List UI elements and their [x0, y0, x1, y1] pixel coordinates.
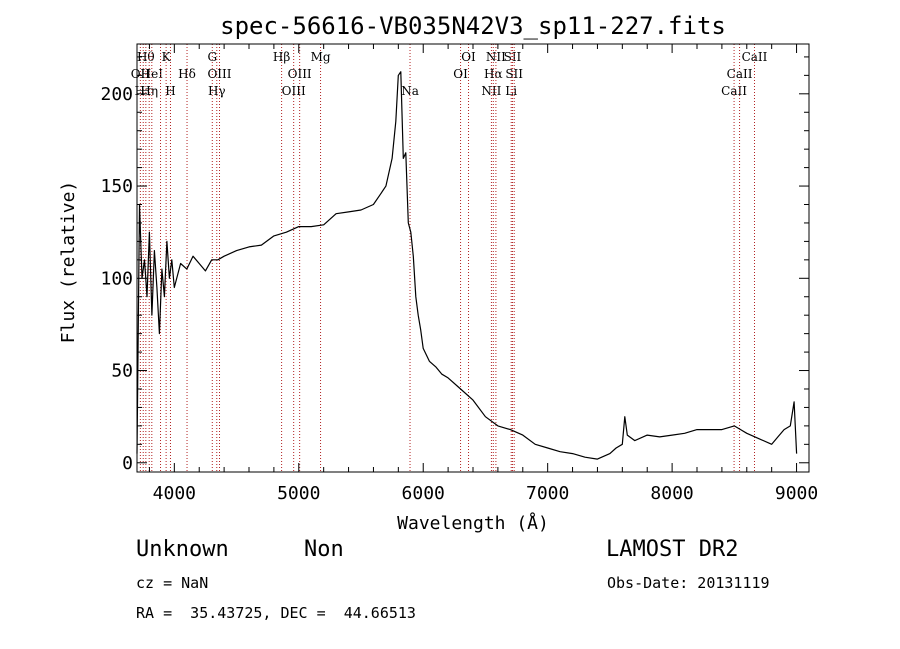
spectrum-series [136, 71, 798, 460]
y-axis-label: Flux (relative) [58, 181, 79, 344]
line-marker-label-9: G [207, 50, 217, 64]
spectrum-line [136, 71, 798, 460]
line-marker-label-14: OIII [288, 67, 312, 81]
line-marker-label-1: Hτ [135, 84, 152, 98]
line-marker-label-25: CaII [721, 84, 747, 98]
x-axis-label: Wavelength (Å) [397, 512, 549, 534]
object-class: Unknown [136, 537, 229, 562]
line-marker-label-2: Hθ [137, 50, 155, 64]
line-marker-label-10: Hγ [208, 84, 226, 98]
x-tick-label-0: 4000 [153, 483, 196, 504]
line-marker-label-21: NII [486, 50, 506, 64]
line-marker-label-11: OIII [207, 67, 231, 81]
y-tick-label-4: 200 [100, 84, 133, 105]
x-tick-label-1: 5000 [277, 483, 320, 504]
line-marker-label-16: Na [401, 84, 419, 98]
line-marker-label-20: Hα [484, 67, 503, 81]
line-marker-label-13: OIII [282, 84, 306, 98]
line-marker-label-7: H [165, 84, 175, 98]
y-tick-label-3: 150 [100, 176, 133, 197]
y-tick-label-1: 50 [111, 361, 133, 382]
coordinates: RA = 35.43725, DEC = 44.66513 [136, 604, 416, 622]
line-markers: OIIHτHθHηHeIKHHδGHγOIIIHβOIIIOIIIMgNaOIO… [131, 44, 768, 472]
line-marker-label-3: Hη [140, 84, 158, 98]
y-axis: 0 50 100 150 200 [100, 56, 809, 474]
redshift: cz = NaN [136, 574, 209, 592]
plot-frame [136, 43, 810, 473]
chart-title: spec-56616-VB035N42V3_sp11-227.fits [220, 12, 726, 40]
obs-date: Obs-Date: 20131119 [607, 574, 770, 592]
line-marker-label-27: CaII [742, 50, 768, 64]
line-marker-label-6: K [162, 50, 172, 64]
line-marker-label-18: OI [461, 50, 476, 64]
line-marker-label-19: NII [481, 84, 501, 98]
line-marker-label-22: Li [505, 84, 517, 98]
x-tick-label-2: 6000 [402, 483, 445, 504]
line-marker-label-15: Mg [311, 50, 331, 64]
y-tick-label-2: 100 [100, 268, 133, 289]
x-tick-label-5: 9000 [775, 483, 818, 504]
survey-label: LAMOST DR2 [606, 537, 739, 562]
object-subclass: Non [304, 537, 344, 562]
line-marker-label-4: HeI [141, 67, 164, 81]
y-tick-label-0: 0 [122, 453, 133, 474]
line-marker-label-24: SII [505, 67, 523, 81]
line-marker-label-23: SII [504, 50, 522, 64]
line-marker-label-26: CaII [727, 67, 753, 81]
x-tick-label-3: 7000 [526, 483, 569, 504]
x-tick-label-4: 8000 [650, 483, 693, 504]
line-marker-label-12: Hβ [273, 50, 290, 64]
line-marker-label-17: OI [453, 67, 468, 81]
line-marker-label-8: Hδ [178, 67, 196, 81]
x-axis: 4000 5000 6000 7000 8000 9000 [148, 44, 818, 504]
